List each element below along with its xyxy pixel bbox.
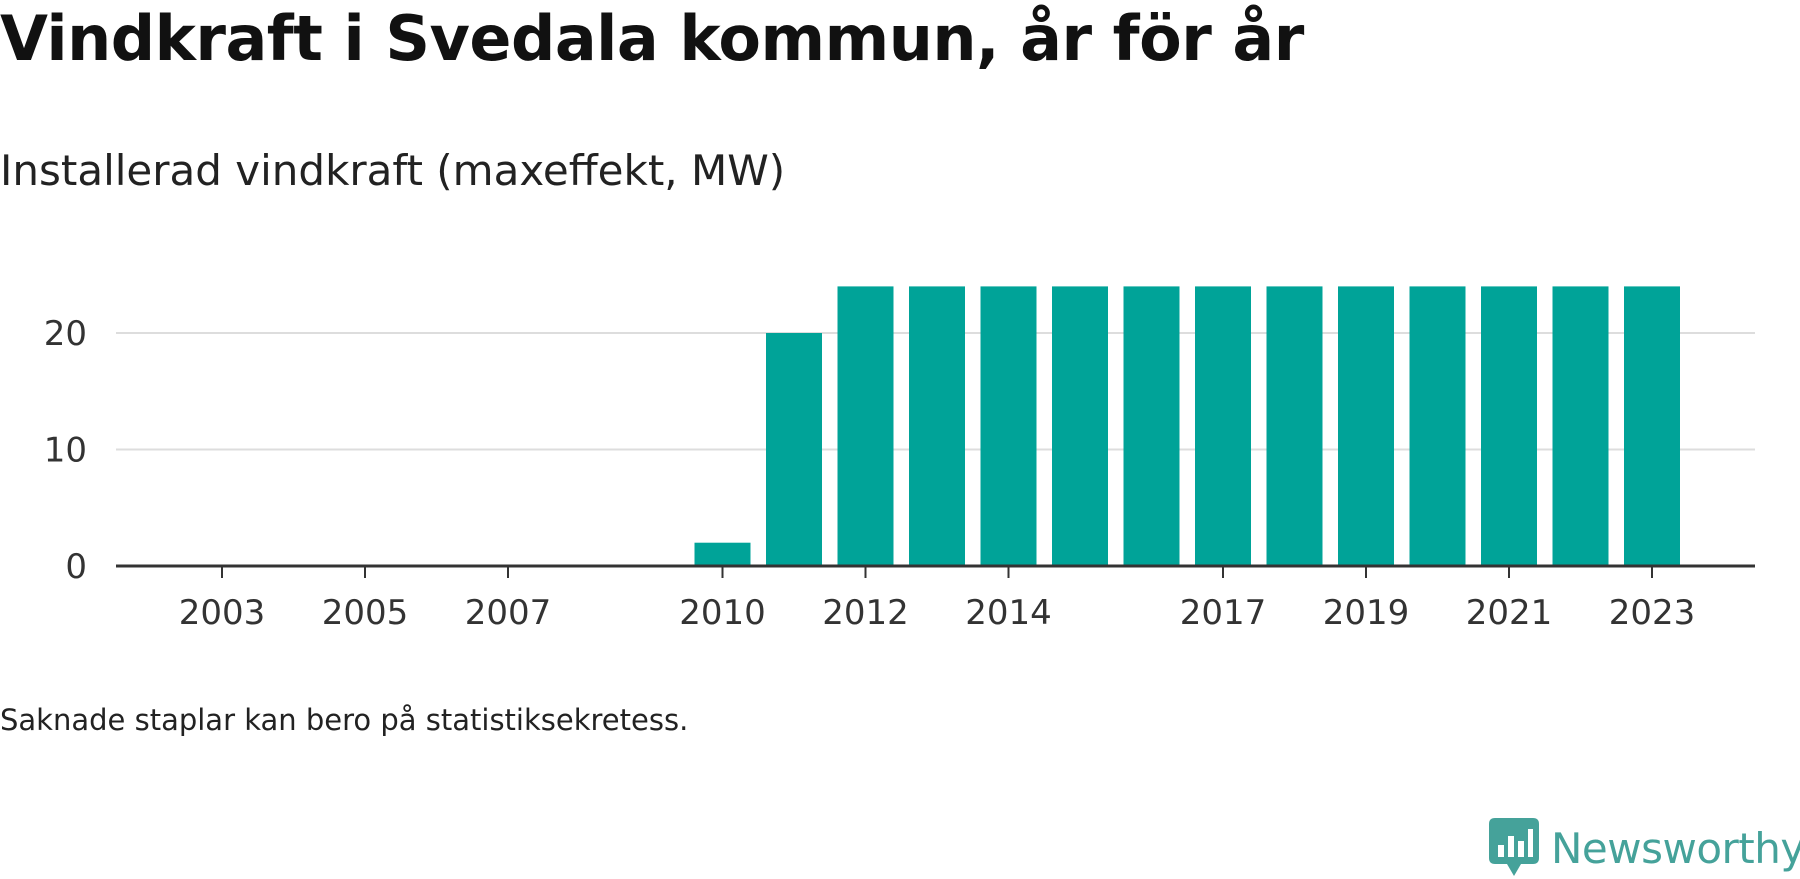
bar-2013 (909, 286, 965, 566)
bar-2015 (1052, 286, 1108, 566)
bar-2011 (766, 333, 822, 566)
x-tick-label: 2005 (322, 593, 409, 633)
bar-2016 (1123, 286, 1180, 566)
bar-2021 (1481, 286, 1537, 566)
brand-name: Newsworthy (1551, 823, 1800, 873)
y-tick-label: 10 (44, 431, 87, 471)
x-tick-label: 2021 (1466, 593, 1553, 633)
chart-subtitle: Installerad vindkraft (maxeffekt, MW) (0, 146, 786, 195)
bar-chart: 0 10 20 2003 2005 2007 2010 2012 2014 2017 2019 202… (44, 286, 1755, 633)
x-tick-label: 2007 (465, 593, 552, 633)
x-tick-label: 2019 (1323, 593, 1410, 633)
bar-2012 (837, 286, 894, 566)
x-tick-label: 2023 (1609, 593, 1696, 633)
footnote: Saknade staplar kan bero på statistiksek… (0, 703, 689, 737)
bar-2020 (1409, 286, 1466, 566)
bar-2023 (1624, 286, 1680, 566)
newsworthy-logo: Newsworthy (1489, 818, 1800, 878)
bars (694, 286, 1680, 566)
x-tick-label: 2017 (1180, 593, 1267, 633)
bar-2018 (1266, 286, 1323, 566)
bar-2010 (694, 542, 751, 566)
y-tick-label: 20 (44, 314, 87, 354)
x-tick-label: 2003 (179, 593, 266, 633)
bar-2017 (1195, 286, 1251, 566)
axes: 0 10 20 2003 2005 2007 2010 2012 2014 2017 2019 202… (44, 314, 1755, 633)
bar-2019 (1338, 286, 1394, 566)
newsworthy-logo-icon (1489, 818, 1539, 876)
x-tick-label: 2010 (679, 593, 766, 633)
y-tick-label: 0 (65, 547, 87, 587)
x-tick-label: 2012 (822, 593, 909, 633)
chart-title: Vindkraft i Svedala kommun, år för år (0, 2, 1304, 75)
x-tick-label: 2014 (965, 593, 1052, 633)
bar-2014 (980, 286, 1037, 566)
bar-2022 (1552, 286, 1609, 566)
